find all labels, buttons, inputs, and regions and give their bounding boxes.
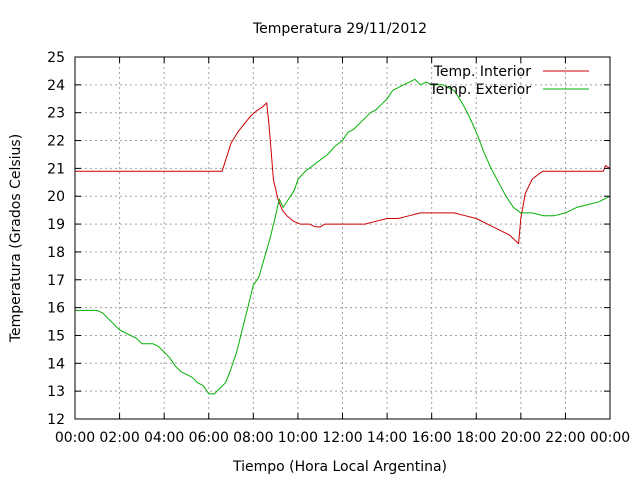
y-tick-label: 22 [47, 134, 65, 150]
chart-title: Temperatura 29/11/2012 [252, 21, 427, 37]
x-tick-label: 18:00 [456, 430, 496, 446]
x-tick-label: 06:00 [189, 430, 229, 446]
y-tick-label: 25 [47, 50, 65, 66]
x-tick-label: 22:00 [545, 430, 585, 446]
x-tick-label: 20:00 [501, 430, 541, 446]
y-tick-label: 16 [47, 301, 65, 317]
series-line-temp-interior [75, 102, 611, 245]
y-tick-label: 21 [47, 161, 65, 177]
x-tick-label: 12:00 [322, 430, 362, 446]
x-tick-label: 10:00 [278, 430, 318, 446]
x-tick-label: 00:00 [55, 430, 95, 446]
x-tick-label: 16:00 [411, 430, 451, 446]
y-tick-label: 15 [47, 328, 65, 344]
legend-label: Temp. Interior [433, 64, 532, 80]
x-tick-label: 14:00 [367, 430, 407, 446]
y-tick-label: 14 [47, 356, 65, 372]
y-tick-label: 24 [47, 78, 65, 94]
x-tick-label: 00:00 [590, 430, 630, 446]
x-tick-label: 08:00 [233, 430, 273, 446]
grid-lines [75, 57, 610, 419]
axis-ticks [74, 56, 611, 420]
legend: Temp. Interior Temp. Exterior [429, 64, 589, 98]
x-tick-label: 04:00 [144, 430, 184, 446]
x-axis-label: Tiempo (Hora Local Argentina) [232, 459, 447, 475]
series-line-temp-exterior [75, 78, 611, 395]
y-tick-label: 18 [47, 245, 65, 261]
y-tick-label: 20 [47, 189, 65, 205]
y-tick-label: 17 [47, 273, 65, 289]
x-tick-label: 02:00 [99, 430, 139, 446]
series-lines [75, 78, 611, 395]
y-tick-label: 19 [47, 217, 65, 233]
y-axis-label: Temperatura (Grados Celsius) [8, 134, 24, 343]
legend-label: Temp. Exterior [429, 82, 532, 98]
y-tick-label: 23 [47, 106, 65, 122]
y-tick-label: 13 [47, 384, 65, 400]
y-tick-label: 12 [47, 412, 65, 428]
